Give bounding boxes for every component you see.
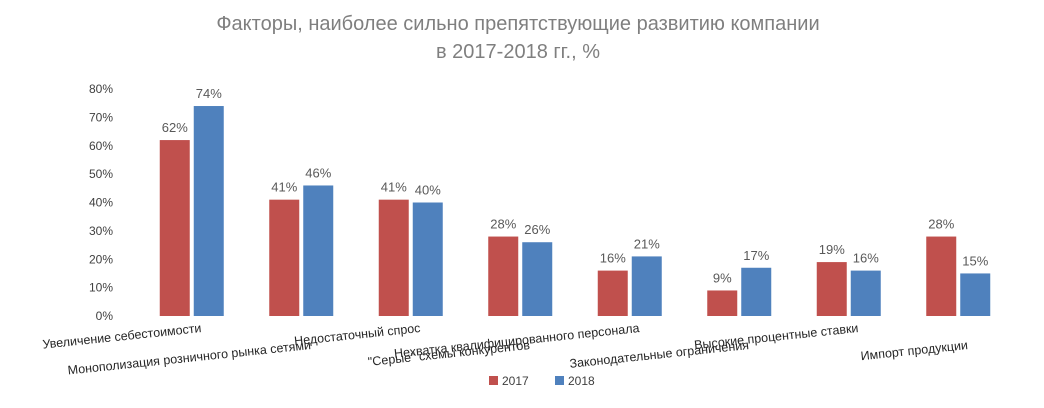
y-tick-label: 30% [89,224,113,238]
data-label: 26% [524,222,550,237]
y-tick-label: 80% [89,82,113,96]
bar-2017 [159,140,190,316]
bar-2018 [412,202,443,316]
bar-2017 [269,199,300,316]
category-label: Увеличение себестоимости [42,321,202,352]
bars-group: 62% 74% 41% 46% 41% 40% 28% 26% 16% 21% 9% 17% 19% 16… [159,86,991,317]
data-label: 46% [305,165,331,180]
data-label: 16% [853,251,879,266]
y-axis: 0% 10% 20% 30% 40% 50% 60% 70% 80% [89,82,113,323]
bar-2018 [193,106,224,317]
data-label: 21% [634,236,660,251]
data-label: 19% [819,242,845,257]
bar-2018 [850,270,881,316]
bar-2017 [816,262,847,316]
legend-label: 2018 [568,374,595,388]
data-label: 15% [962,253,988,268]
data-label: 28% [490,217,516,232]
data-label: 17% [743,248,769,263]
bar-2018 [303,185,334,316]
bar-2018 [522,242,553,316]
bar-2017 [597,270,628,316]
data-label: 74% [196,86,222,101]
data-label: 16% [600,251,626,266]
chart-subtitle: в 2017-2018 гг., % [436,41,600,63]
legend: 2017 2018 [489,374,595,388]
y-tick-label: 70% [89,110,113,124]
legend-label: 2017 [502,374,529,388]
category-label: Высокие процентные ставки [693,321,859,352]
y-tick-label: 20% [89,252,113,266]
y-tick-label: 0% [96,309,114,323]
y-tick-label: 50% [89,167,113,181]
bar-2017 [926,236,957,316]
y-tick-label: 10% [89,281,113,295]
legend-swatch [489,376,498,385]
data-label: 40% [415,183,441,198]
data-label: 41% [271,180,297,195]
data-label: 41% [381,180,407,195]
category-label: Импорт продукции [860,338,969,363]
bar-2018 [631,256,662,316]
data-label: 9% [713,270,732,285]
data-label: 62% [162,120,188,135]
bar-2017 [707,290,738,316]
category-label: Недостаточный спрос [294,321,422,348]
chart-title: Факторы, наиболее сильно препятствующие … [216,13,819,35]
legend-swatch [555,376,564,385]
y-tick-label: 40% [89,196,113,210]
bar-2018 [960,273,991,316]
bar-2017 [378,199,409,316]
bar-2017 [488,236,519,316]
y-tick-label: 60% [89,139,113,153]
data-label: 28% [928,217,954,232]
bar-2018 [741,267,772,316]
